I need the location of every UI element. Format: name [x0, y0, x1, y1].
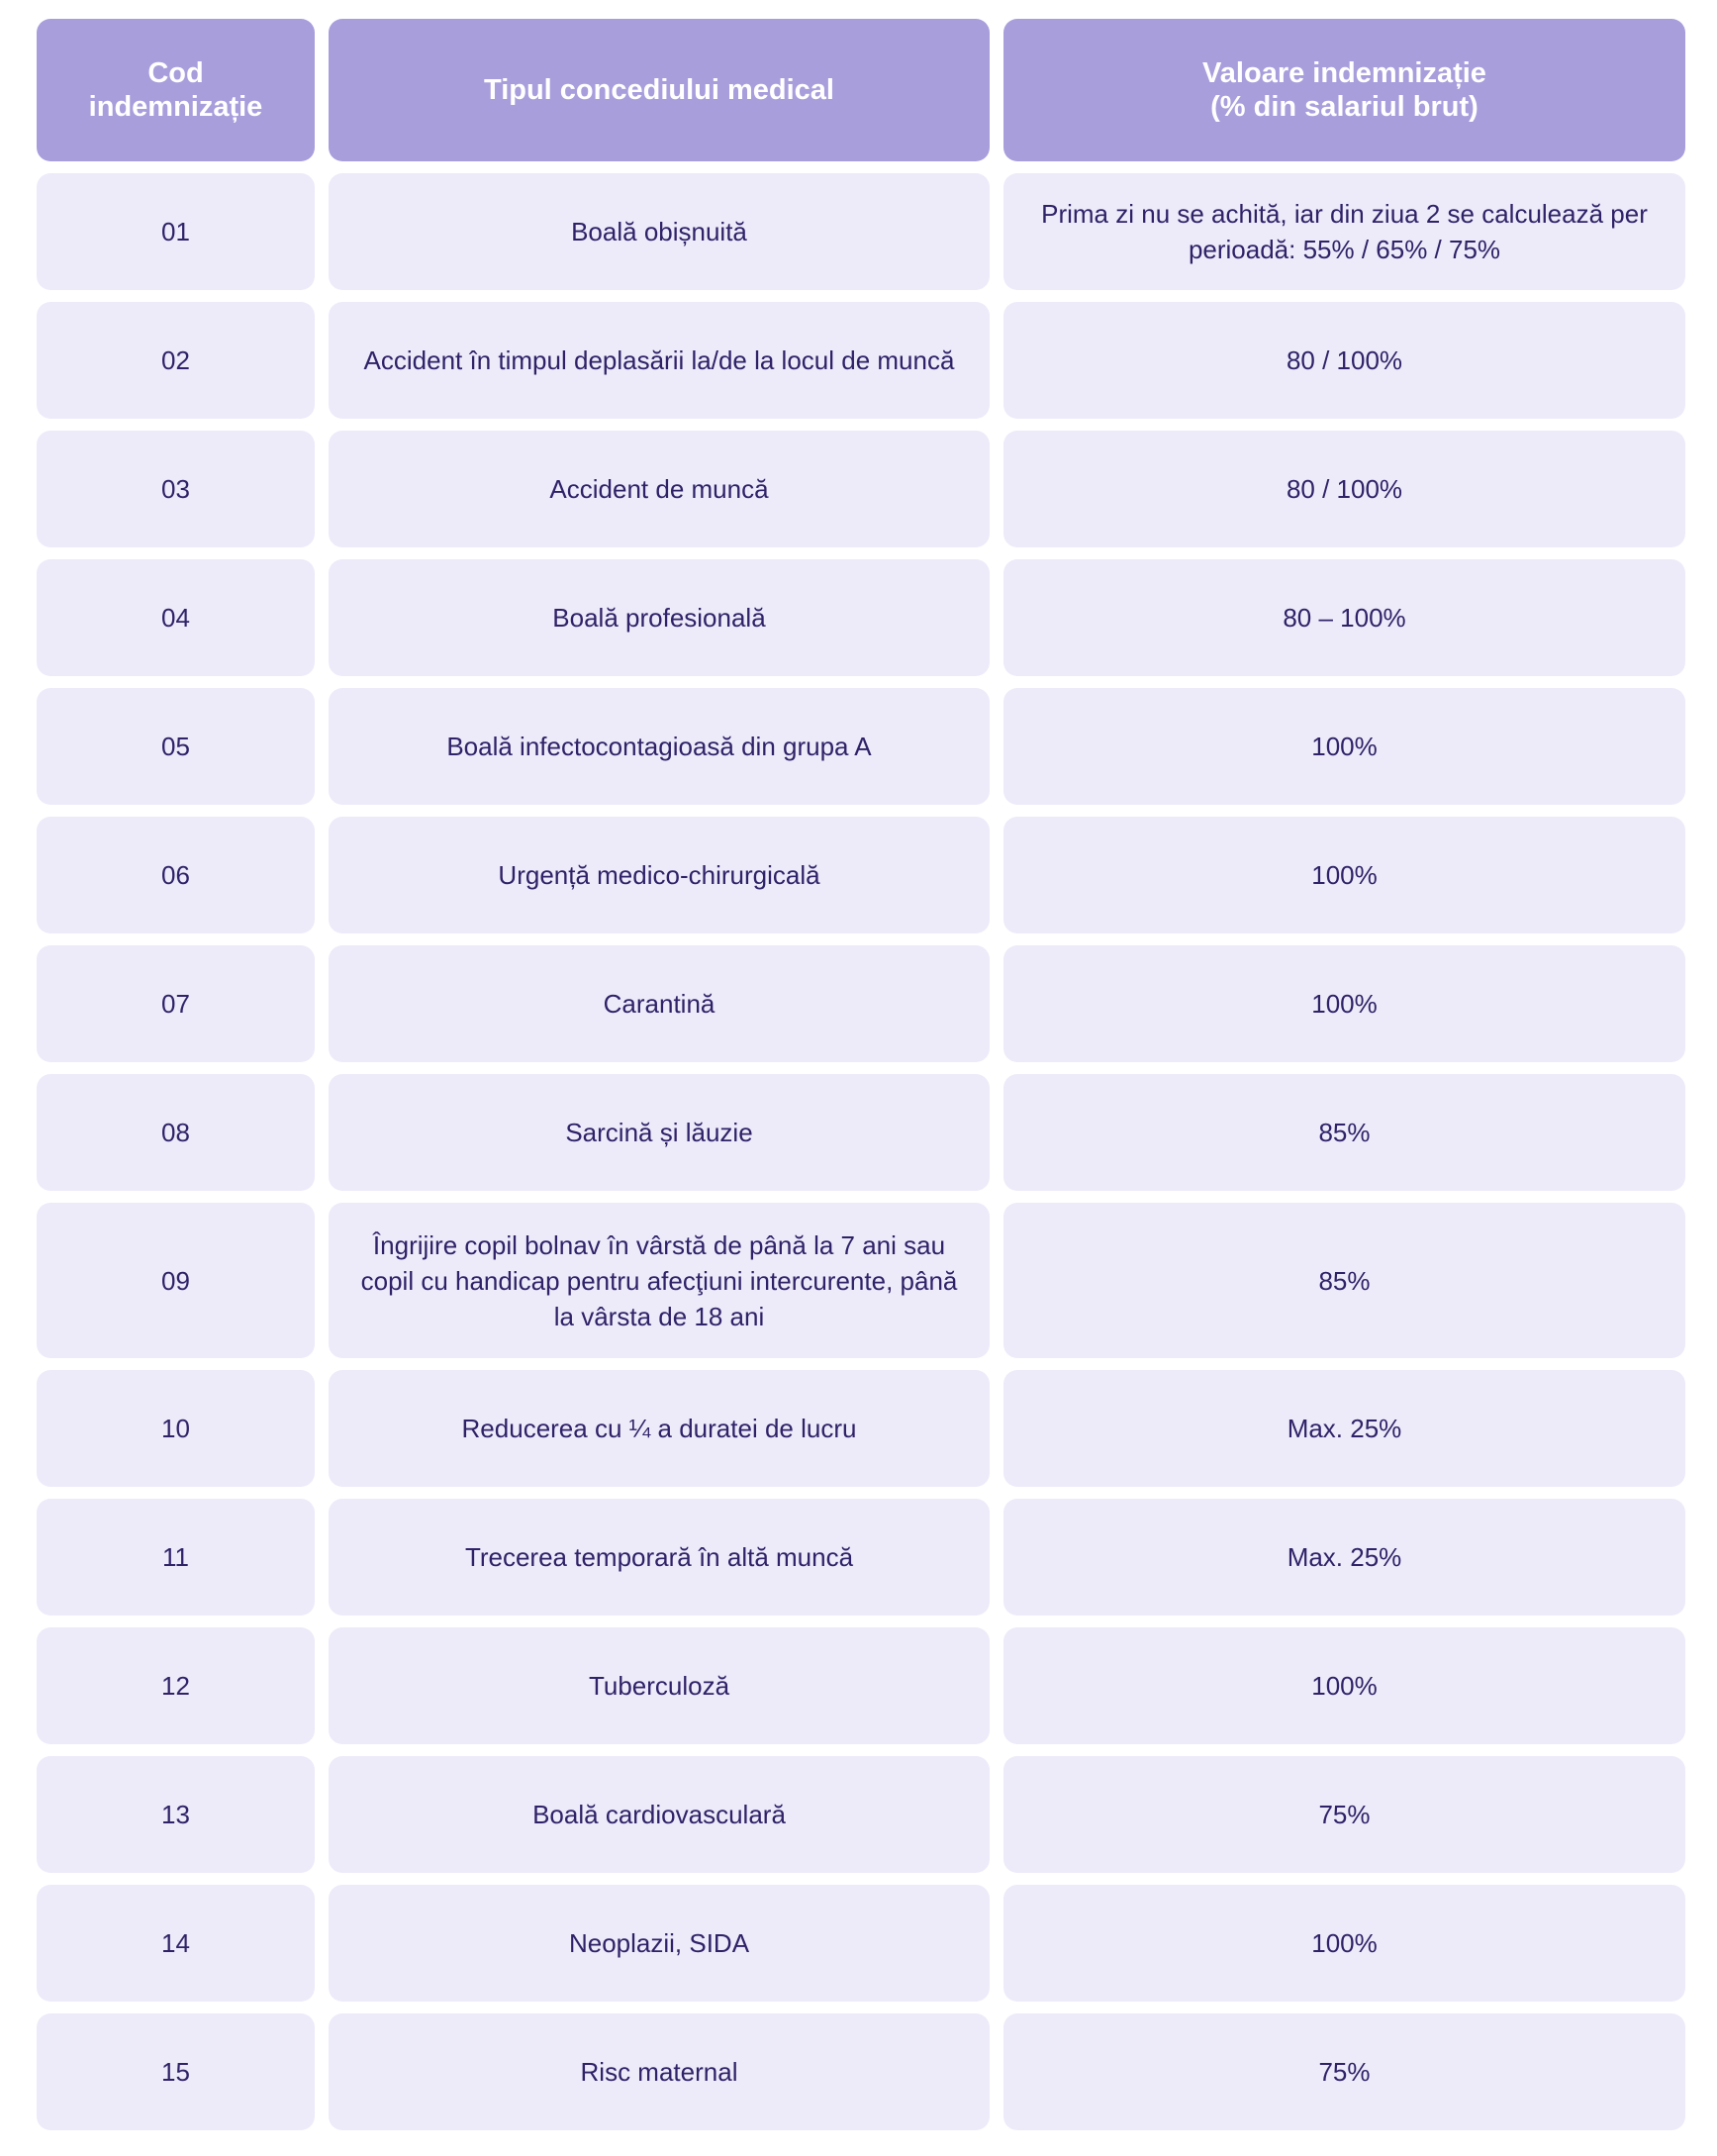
cell-type: Risc maternal	[329, 2013, 990, 2130]
cell-value: 85%	[1003, 1203, 1685, 1358]
table-row: 07 Carantină 100%	[37, 945, 1685, 1062]
header-value: Valoare indemnizație (% din salariul bru…	[1003, 19, 1685, 161]
table-row: 04 Boală profesională 80 – 100%	[37, 559, 1685, 676]
header-code: Cod indemnizație	[37, 19, 315, 161]
cell-code: 15	[37, 2013, 315, 2130]
table-row: 14 Neoplazii, SIDA 100%	[37, 1885, 1685, 2002]
cell-code: 11	[37, 1499, 315, 1616]
cell-type: Carantină	[329, 945, 990, 1062]
table-row: 11 Trecerea temporară în altă muncă Max. 2…	[37, 1499, 1685, 1616]
cell-type: Tuberculoză	[329, 1627, 990, 1744]
cell-code: 10	[37, 1370, 315, 1487]
cell-type: Boală infectocontagioasă din grupa A	[329, 688, 990, 805]
cell-type: Reducerea cu ¼ a duratei de lucru	[329, 1370, 990, 1487]
cell-value: 100%	[1003, 817, 1685, 933]
cell-type: Neoplazii, SIDA	[329, 1885, 990, 2002]
cell-code: 13	[37, 1756, 315, 1873]
cell-type: Boală cardiovasculară	[329, 1756, 990, 1873]
table-row: 09 Îngrijire copil bolnav în vârstă de pâ…	[37, 1203, 1685, 1358]
cell-type: Boală obișnuită	[329, 173, 990, 290]
cell-type: Îngrijire copil bolnav în vârstă de până…	[329, 1203, 990, 1358]
table-body: 01 Boală obișnuită Prima zi nu se achită, …	[37, 173, 1685, 2130]
cell-code: 09	[37, 1203, 315, 1358]
cell-value: 100%	[1003, 945, 1685, 1062]
cell-type: Boală profesională	[329, 559, 990, 676]
cell-code: 02	[37, 302, 315, 419]
table-row: 10 Reducerea cu ¼ a duratei de lucru Max. …	[37, 1370, 1685, 1487]
table-row: 06 Urgență medico-chirurgicală 100%	[37, 817, 1685, 933]
cell-code: 04	[37, 559, 315, 676]
cell-value: Prima zi nu se achită, iar din ziua 2 se…	[1003, 173, 1685, 290]
table-row: 08 Sarcină și lăuzie 85%	[37, 1074, 1685, 1191]
cell-type: Sarcină și lăuzie	[329, 1074, 990, 1191]
cell-value: 80 / 100%	[1003, 431, 1685, 547]
cell-value: 100%	[1003, 1627, 1685, 1744]
header-type: Tipul concediului medical	[329, 19, 990, 161]
table-row: 13 Boală cardiovasculară 75%	[37, 1756, 1685, 1873]
cell-code: 01	[37, 173, 315, 290]
cell-type: Trecerea temporară în altă muncă	[329, 1499, 990, 1616]
cell-value: Max. 25%	[1003, 1499, 1685, 1616]
table-row: 15 Risc maternal 75%	[37, 2013, 1685, 2130]
cell-code: 14	[37, 1885, 315, 2002]
cell-value: 80 – 100%	[1003, 559, 1685, 676]
table-row: 05 Boală infectocontagioasă din grupa A 10…	[37, 688, 1685, 805]
medical-leave-table: Cod indemnizație Tipul concediului medic…	[37, 19, 1685, 2142]
cell-type: Accident în timpul deplasării la/de la l…	[329, 302, 990, 419]
cell-value: 75%	[1003, 2013, 1685, 2130]
cell-code: 06	[37, 817, 315, 933]
cell-type: Accident de muncă	[329, 431, 990, 547]
cell-value: 100%	[1003, 1885, 1685, 2002]
cell-code: 03	[37, 431, 315, 547]
table-row: 01 Boală obișnuită Prima zi nu se achită, …	[37, 173, 1685, 290]
cell-value: 100%	[1003, 688, 1685, 805]
cell-code: 07	[37, 945, 315, 1062]
cell-value: 80 / 100%	[1003, 302, 1685, 419]
cell-value: 75%	[1003, 1756, 1685, 1873]
cell-value: 85%	[1003, 1074, 1685, 1191]
cell-value: Max. 25%	[1003, 1370, 1685, 1487]
cell-code: 08	[37, 1074, 315, 1191]
table-row: 02 Accident în timpul deplasării la/de la…	[37, 302, 1685, 419]
table-header-row: Cod indemnizație Tipul concediului medic…	[37, 19, 1685, 161]
table-row: 12 Tuberculoză 100%	[37, 1627, 1685, 1744]
cell-type: Urgență medico-chirurgicală	[329, 817, 990, 933]
table-row: 03 Accident de muncă 80 / 100%	[37, 431, 1685, 547]
cell-code: 05	[37, 688, 315, 805]
cell-code: 12	[37, 1627, 315, 1744]
